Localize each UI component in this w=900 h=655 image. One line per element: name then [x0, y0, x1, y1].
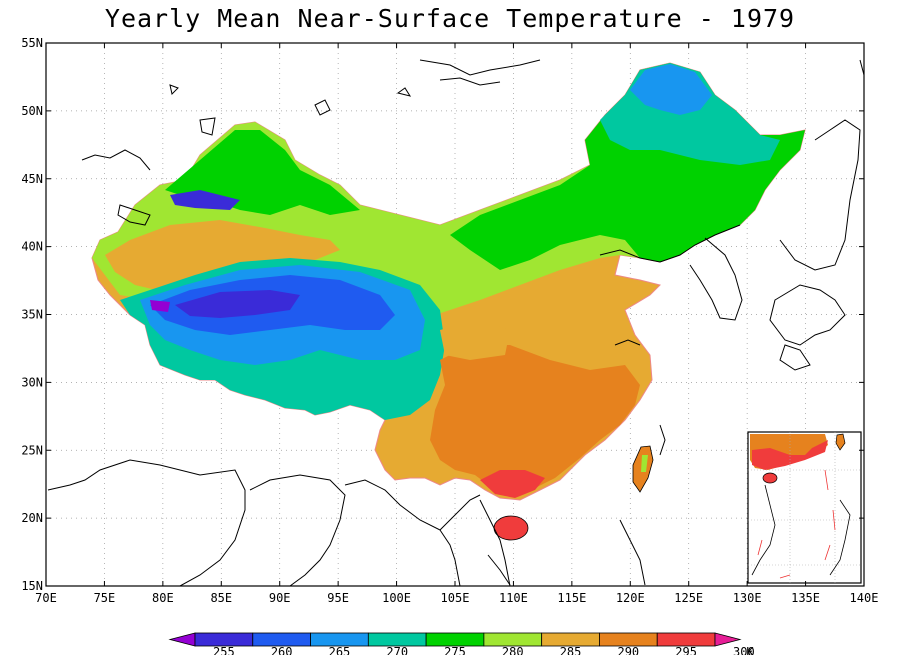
lon-label: 140E	[850, 591, 879, 605]
colorbar-low-arrow	[168, 632, 196, 647]
south-china-sea-inset	[747, 431, 862, 584]
tarim-basin	[105, 220, 340, 292]
colorbar-high-arrow	[714, 632, 742, 647]
sichuan-basin	[440, 320, 510, 360]
colorbar-level-label: 255	[213, 645, 235, 655]
lon-label: 135E	[791, 591, 820, 605]
tibet-violet	[150, 300, 170, 312]
colorbar-level-label: 260	[271, 645, 293, 655]
lat-label: 35N	[21, 308, 43, 322]
south-coast-red	[480, 470, 545, 498]
lon-label: 90E	[269, 591, 291, 605]
lon-label: 70E	[35, 591, 57, 605]
lon-label: 85E	[210, 591, 232, 605]
kunlun-cold	[170, 190, 240, 210]
lon-label: 125E	[674, 591, 703, 605]
lon-label: 75E	[94, 591, 116, 605]
lat-label: 25N	[21, 443, 43, 457]
colorbar-level-label: 300	[733, 645, 755, 655]
northeast-cold	[630, 64, 712, 115]
lat-label: 30N	[21, 375, 43, 389]
coastlines	[47, 59, 864, 586]
tibet-dark	[175, 290, 300, 318]
lat-label: 15N	[21, 579, 43, 593]
lat-label: 55N	[21, 36, 43, 50]
colorbar-level-label: 270	[386, 645, 408, 655]
map-axes: 70E 75E 80E 85E 90E 95E 100E 105E 110E 115E 120E 12…	[21, 36, 878, 605]
lat-label: 20N	[21, 511, 43, 525]
colorbar-level-label: 285	[560, 645, 582, 655]
lon-label: 110E	[499, 591, 528, 605]
colorbar-unit: K	[746, 645, 754, 655]
lon-label: 120E	[616, 591, 645, 605]
hainan-island	[493, 515, 529, 541]
lat-label: 45N	[21, 172, 43, 186]
colorbar-level-label: 290	[617, 645, 639, 655]
lon-label: 80E	[152, 591, 174, 605]
lon-label: 95E	[327, 591, 349, 605]
colorbar-level-label: 275	[444, 645, 466, 655]
taiwan-mountains	[641, 455, 648, 472]
lon-label: 105E	[441, 591, 470, 605]
colorbar-level-label: 295	[675, 645, 697, 655]
lon-label: 100E	[382, 591, 411, 605]
lat-label: 50N	[21, 104, 43, 118]
map-title: Yearly Mean Near-Surface Temperature - 1…	[104, 4, 796, 33]
lat-label: 40N	[21, 240, 43, 254]
lon-label: 115E	[557, 591, 586, 605]
lon-label: 130E	[733, 591, 762, 605]
colorbar-level-label: 265	[329, 645, 351, 655]
temperature-field	[91, 62, 806, 541]
colorbar-level-label: 280	[502, 645, 524, 655]
south-orange	[430, 345, 640, 495]
